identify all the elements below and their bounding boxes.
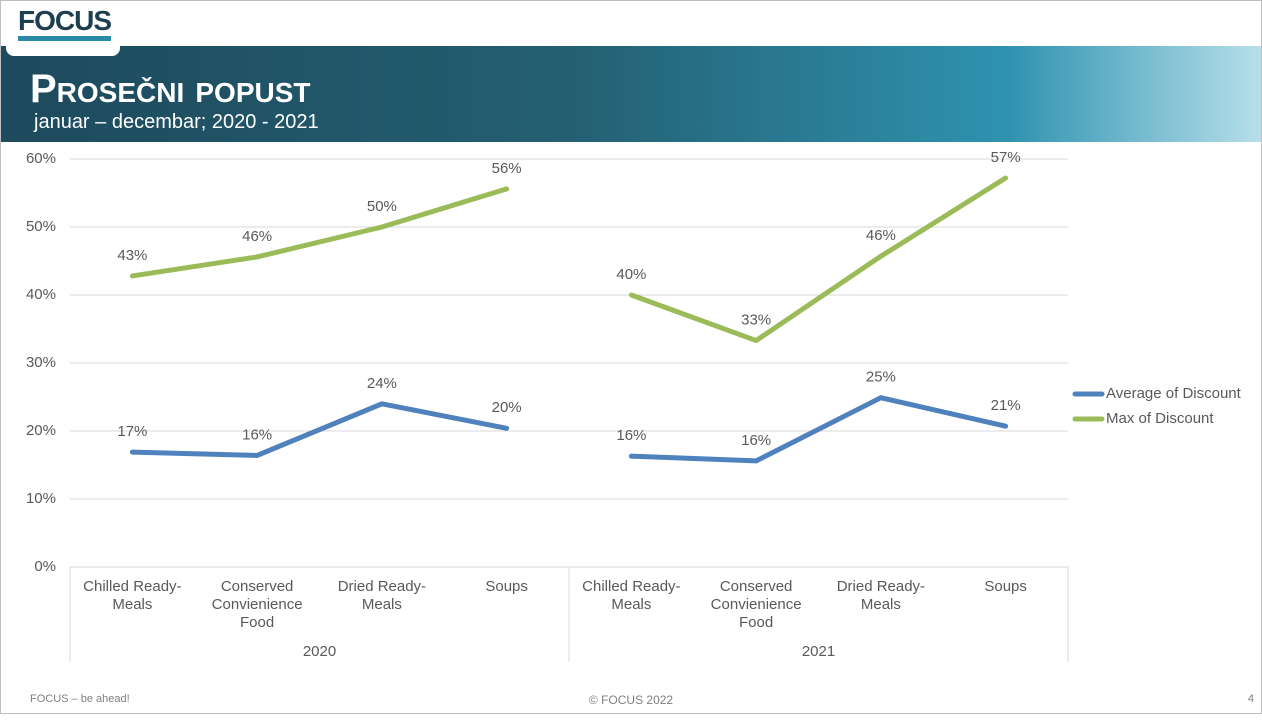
x-tick-label: Chilled Ready-Meals <box>582 578 681 613</box>
x-tick-label: Conserved Convienience Food <box>710 578 802 631</box>
group-label: 2020 <box>303 643 336 660</box>
data-label: 46% <box>242 228 272 245</box>
logo: FOCUS <box>18 6 112 41</box>
header-band <box>0 46 1262 142</box>
x-tick-label: Soups <box>984 578 1027 595</box>
data-label: 16% <box>616 427 646 444</box>
x-tick-label: Chilled Ready-Meals <box>83 578 182 613</box>
data-label: 57% <box>991 149 1021 166</box>
data-label: 33% <box>741 312 771 329</box>
x-tick-label: Soups <box>485 578 528 595</box>
y-tick-label: 20% <box>26 422 56 439</box>
series-line <box>129 401 510 458</box>
logo-box <box>6 0 120 56</box>
series-line <box>129 186 510 279</box>
data-label: 20% <box>492 399 522 416</box>
group-label: 2021 <box>802 643 835 660</box>
legend-label: Average of Discount <box>1106 385 1242 402</box>
page-number: 4 <box>1247 693 1254 705</box>
y-tick-label: 40% <box>26 286 56 303</box>
footer-center: © FOCUS 2022 <box>588 693 674 707</box>
y-tick-label: 30% <box>26 354 56 371</box>
x-tick-label: Dried Ready-Meals <box>337 578 427 613</box>
subtitle: januar – decembar; 2020 - 2021 <box>34 111 319 133</box>
x-tick-label: Dried Ready-Meals <box>836 578 926 613</box>
data-label: 50% <box>367 198 397 215</box>
x-tick-label: Conserved Convienience Food <box>211 578 303 631</box>
y-tick-label: 50% <box>26 218 56 235</box>
data-label: 25% <box>866 369 896 386</box>
y-tick-label: 0% <box>34 558 56 575</box>
data-label: 16% <box>741 432 771 449</box>
data-label: 40% <box>616 266 646 283</box>
legend-label: Max of Discount <box>1106 410 1214 427</box>
footer-left: FOCUS – be ahead! <box>30 693 130 705</box>
data-label: 21% <box>991 397 1021 414</box>
data-label: 46% <box>866 227 896 244</box>
y-tick-label: 60% <box>26 150 56 167</box>
data-label: 17% <box>117 423 147 440</box>
y-tick-label: 10% <box>26 490 56 507</box>
data-label: 56% <box>492 160 522 177</box>
data-label: 43% <box>117 247 147 264</box>
series-line <box>628 175 1009 344</box>
data-label: 24% <box>367 375 397 392</box>
data-label: 16% <box>242 426 272 443</box>
series-line <box>628 395 1009 464</box>
title: Prosečni popust <box>30 67 311 111</box>
